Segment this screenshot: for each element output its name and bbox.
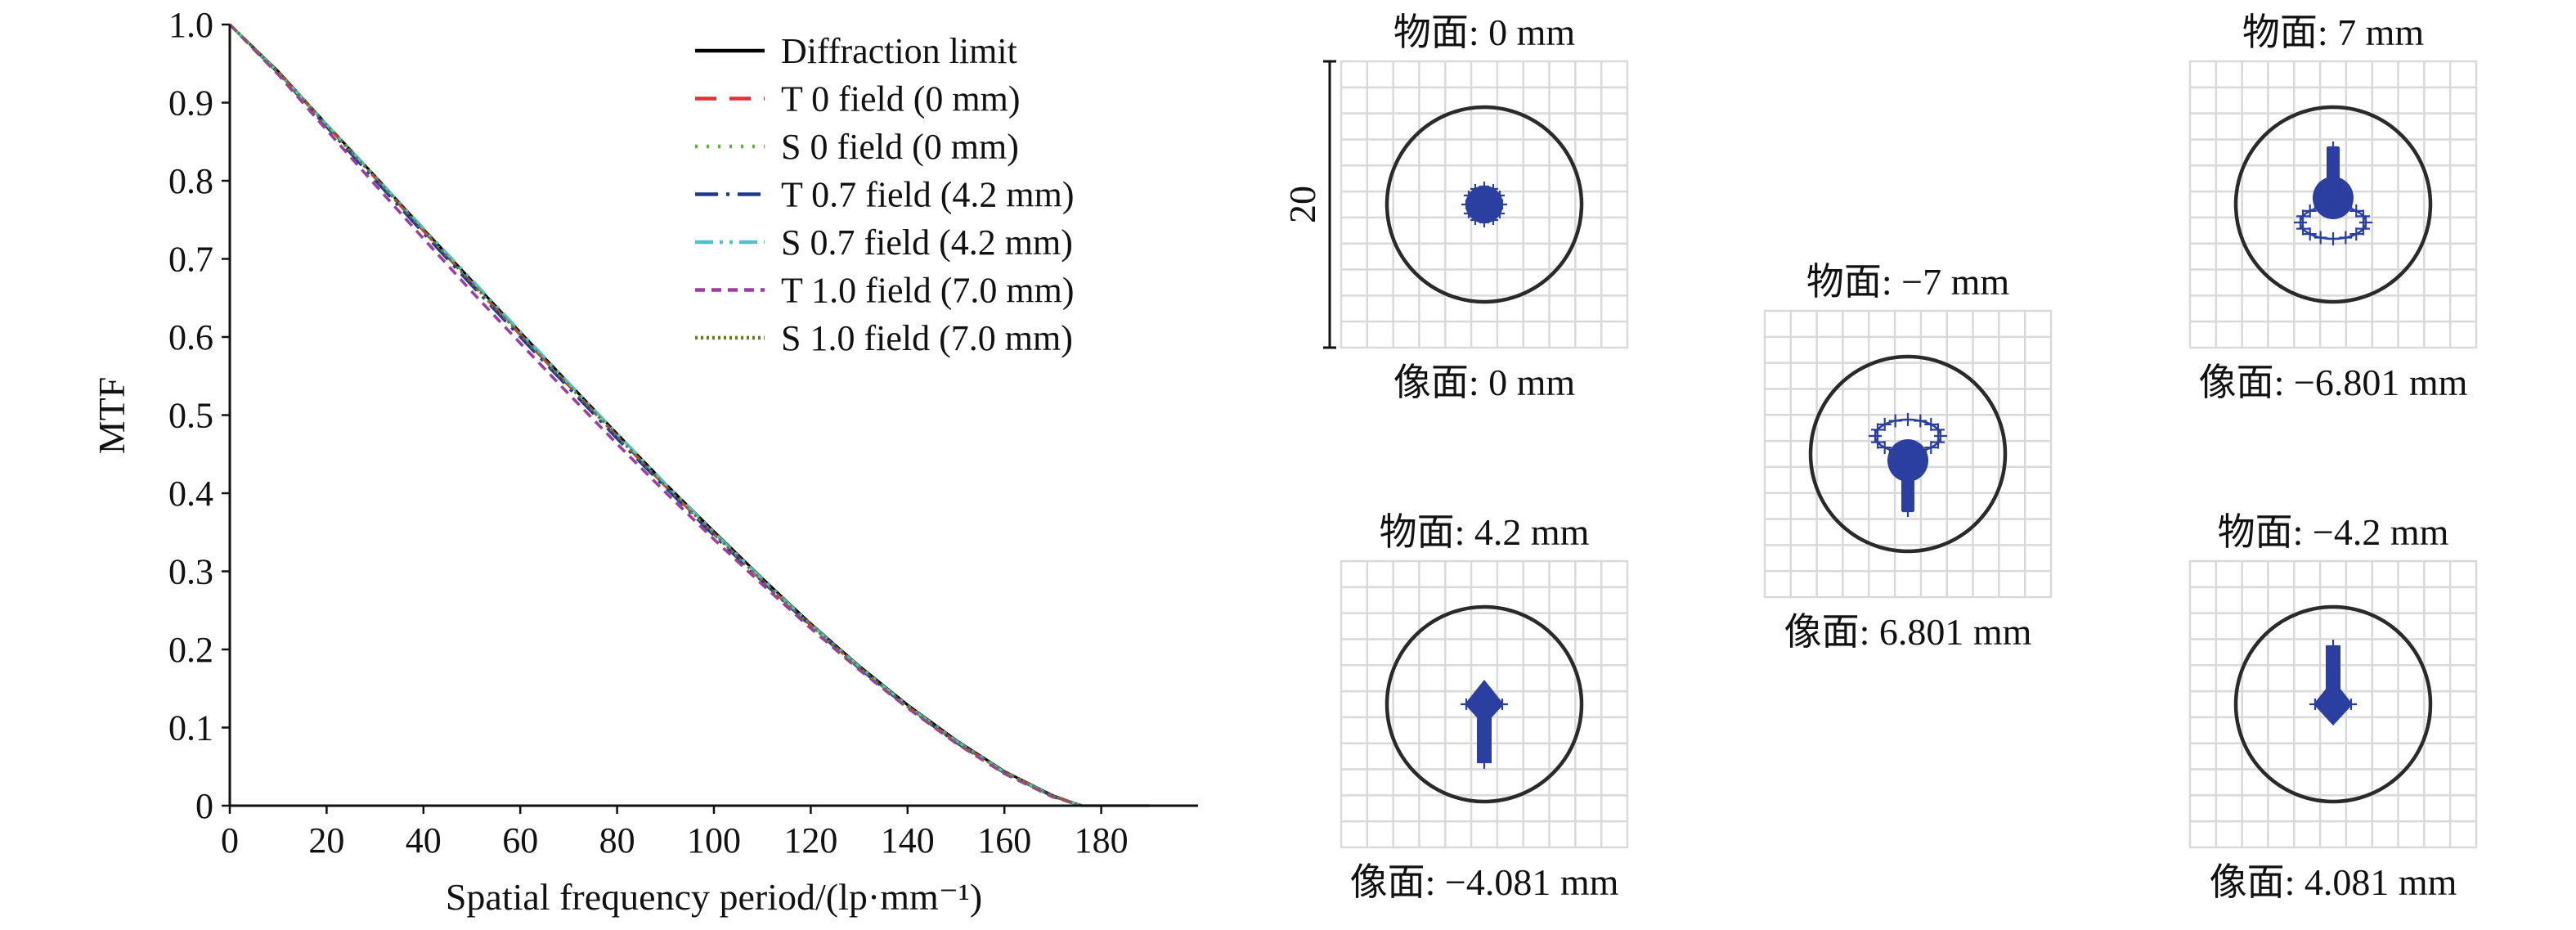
x-tick-label: 100 [687, 820, 741, 860]
y-tick-label: 0.8 [168, 161, 213, 201]
legend-label-4: S 0.7 field (4.2 mm) [781, 222, 1073, 263]
spot-ray-marker [1497, 699, 1508, 710]
airy-disk-circle [2233, 604, 2433, 804]
x-ticks: 0 20 40 60 80 100 120 140 160 180 [221, 806, 1129, 860]
legend-label-0: Diffraction limit [781, 31, 1017, 71]
legend: Diffraction limit T 0 field (0 mm) S 0 fie… [695, 31, 1074, 358]
airy-disk-circle [1384, 604, 1584, 804]
legend-label-3: T 0.7 field (4.2 mm) [781, 175, 1074, 215]
spot-ray-marker [1479, 218, 1489, 227]
y-tick-label: 0.3 [168, 552, 213, 592]
spot-ray-marker [1902, 505, 1914, 517]
legend-label-1: T 0 field (0 mm) [781, 79, 1020, 119]
y-tick-label: 0.6 [168, 317, 213, 357]
spot-ray-marker [1463, 209, 1474, 218]
x-axis-label: Spatial frequency period/(lp·mm⁻¹) [446, 876, 982, 918]
airy-disk-circle [1808, 354, 2008, 554]
spot-ring [1874, 418, 1942, 454]
spot-blob [1465, 680, 1504, 726]
image-plane-label: 像面: 0 mm [1393, 362, 1576, 403]
object-plane-label: 物面: 4.2 mm [1380, 511, 1590, 553]
mtf-chart: 0 20 40 60 80 100 120 140 160 180 0 0.1 0.2 0.3 0.4 0.… [91, 5, 1198, 918]
spot-field-neg4-2: 物面: −4.2 mm 像面: 4.081 mm [2188, 511, 2478, 903]
image-plane-label: 像面: −4.081 mm [1350, 861, 1619, 903]
y-tick-label: 0.4 [168, 474, 213, 514]
x-tick-label: 180 [1075, 820, 1129, 860]
spot-ray-marker [1497, 200, 1507, 209]
spot-ray-marker [1478, 756, 1491, 769]
spot-ray-marker [2327, 142, 2339, 153]
object-plane-label: 物面: 0 mm [1393, 11, 1576, 53]
spot-blob [2313, 680, 2353, 726]
image-plane-label: 像面: 6.801 mm [1784, 611, 2032, 653]
object-plane-label: 物面: −4.2 mm [2218, 511, 2449, 553]
spot-ray-marker [1479, 182, 1489, 191]
spot-blob [1465, 186, 1503, 223]
object-plane-label: 物面: 7 mm [2242, 11, 2425, 53]
spot-blob [2313, 177, 2354, 219]
spot-field-pos7: 物面: 7 mm 像面: −6.801 mm [2188, 11, 2478, 403]
scale-bar-label: 20 [1281, 186, 1323, 223]
y-tick-label: 0.2 [168, 630, 213, 670]
spot-ray-marker [2309, 699, 2321, 710]
spot-ray-marker [2345, 699, 2357, 710]
image-plane-label: 像面: 4.081 mm [2210, 861, 2457, 903]
x-tick-label: 0 [221, 820, 239, 860]
series-line-5 [228, 23, 1083, 807]
spot-ray-marker [1461, 200, 1471, 209]
y-tick-label: 1.0 [168, 5, 213, 45]
scale-bar: 20 [1281, 60, 1336, 349]
spot-blob [1887, 439, 1928, 482]
legend-label-2: S 0 field (0 mm) [781, 127, 1019, 167]
x-tick-label: 20 [308, 820, 344, 860]
x-tick-label: 120 [783, 820, 837, 860]
spot-ray-marker [1470, 215, 1480, 226]
y-tick-label: 0.9 [168, 83, 213, 124]
spot-field-neg7: 物面: −7 mm 像面: 6.801 mm [1763, 261, 2053, 653]
spot-field-0: 物面: 0 mm 像面: 0 mm [1340, 11, 1629, 403]
object-plane-label: 物面: −7 mm [1806, 261, 2010, 303]
y-ticks: 0 0.1 0.2 0.3 0.4 0.5 0.6 0.7 0.8 0.9 1.0 [168, 5, 230, 826]
series-line-4 [228, 23, 1083, 807]
x-tick-label: 80 [599, 820, 635, 860]
spot-ray-marker [1461, 699, 1472, 710]
y-tick-label: 0.7 [168, 240, 213, 280]
x-tick-label: 160 [977, 820, 1031, 860]
x-tick-label: 140 [881, 820, 935, 860]
spot-ray-marker [1488, 183, 1498, 194]
mtf-curves [228, 23, 1150, 807]
legend-label-5: T 1.0 field (7.0 mm) [781, 271, 1074, 311]
y-tick-label: 0.5 [168, 396, 213, 436]
y-tick-label: 0 [195, 786, 213, 826]
y-tick-label: 0.1 [168, 708, 213, 748]
legend-label-6: S 1.0 field (7.0 mm) [781, 318, 1073, 358]
spot-ray-marker [1495, 209, 1506, 218]
spot-ray-marker [2327, 640, 2340, 653]
x-tick-label: 40 [406, 820, 442, 860]
x-tick-label: 60 [502, 820, 538, 860]
spot-ring [2299, 204, 2367, 240]
spot-ray-marker [1488, 215, 1498, 226]
y-axis-label: MTF [91, 377, 132, 455]
image-plane-label: 像面: −6.801 mm [2199, 362, 2468, 403]
airy-disk-circle [2233, 105, 2433, 304]
spot-field-pos4-2: 物面: 4.2 mm 像面: −4.081 mm [1340, 511, 1629, 903]
spot-ray-marker [1470, 183, 1480, 194]
spot-ray-marker [1495, 191, 1506, 200]
spot-ray-marker [1463, 191, 1474, 200]
airy-disk-circle [1384, 105, 1584, 304]
